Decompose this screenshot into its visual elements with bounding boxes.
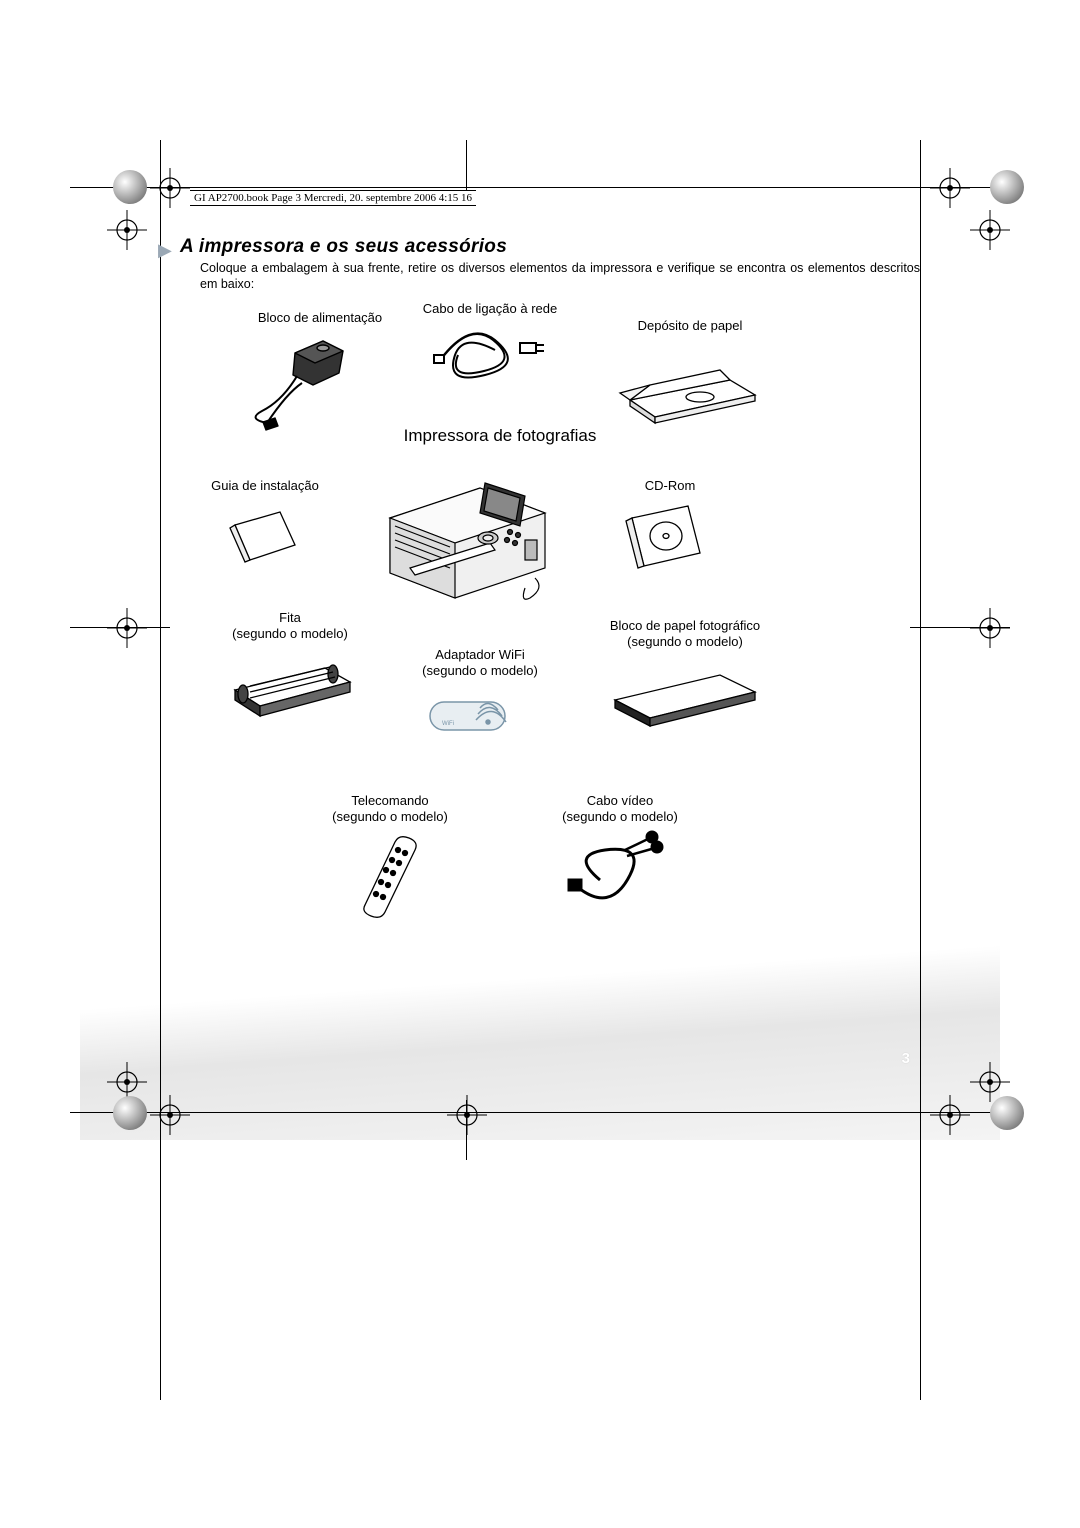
registration-mark-icon [150,1095,190,1135]
label-printer: Impressora de fotografias [370,425,630,446]
crop-line [920,140,921,1400]
cdrom-illustration [620,498,710,583]
label-paper-block-line2: (segundo o modelo) [627,634,743,649]
label-ribbon: Fita (segundo o modelo) [200,610,380,643]
label-guide: Guia de instalação [185,478,345,494]
registration-mark-icon [107,608,147,648]
registration-mark-icon [930,1095,970,1135]
wifi-illustration: WiFi [420,690,540,750]
label-wifi-line1: Adaptador WiFi [435,647,525,662]
guide-illustration [220,500,310,580]
label-video: Cabo vídeo (segundo o modelo) [520,793,720,826]
registration-mark-icon [107,210,147,250]
video-cable-illustration [555,830,675,915]
crop-line [160,140,161,1400]
label-power-block: Bloco de alimentação [240,310,400,326]
paper-block-illustration [600,660,770,745]
label-video-line2: (segundo o modelo) [562,809,678,824]
corner-sphere-icon [990,170,1024,204]
registration-mark-icon [930,168,970,208]
intro-text: Coloque a embalagem à sua frente, retire… [200,260,920,293]
power-block-illustration [235,328,365,443]
registration-mark-icon [447,1095,487,1135]
section-arrow-icon: ▶ [158,240,172,261]
label-paper-block: Bloco de papel fotográfico (segundo o mo… [575,618,795,651]
label-remote: Telecomando (segundo o modelo) [290,793,490,826]
corner-sphere-icon [990,1096,1024,1130]
label-paper-tray: Depósito de papel [600,318,780,334]
label-wifi-line2: (segundo o modelo) [422,663,538,678]
registration-mark-icon [150,168,190,208]
label-remote-line1: Telecomando [351,793,428,808]
ribbon-illustration [215,650,365,735]
corner-sphere-icon [113,1096,147,1130]
registration-mark-icon [970,210,1010,250]
page-number: 3 [902,1050,910,1067]
crop-line [70,1112,1010,1113]
registration-mark-icon [970,608,1010,648]
label-ribbon-line1: Fita [279,610,301,625]
crop-line [466,140,467,190]
printer-illustration [370,448,570,613]
label-cdrom: CD-Rom [600,478,740,494]
label-paper-block-line1: Bloco de papel fotográfico [610,618,760,633]
label-video-line1: Cabo vídeo [587,793,654,808]
remote-illustration [340,830,430,925]
footer-gradient [80,880,1000,1140]
crop-line [70,187,1010,188]
label-wifi: Adaptador WiFi (segundo o modelo) [390,647,570,680]
label-ribbon-line2: (segundo o modelo) [232,626,348,641]
svg-text:WiFi: WiFi [442,721,454,727]
power-cable-illustration [420,315,550,410]
section-title: A impressora e os seus acessórios [180,236,507,258]
label-remote-line2: (segundo o modelo) [332,809,448,824]
page-header: GI AP2700.book Page 3 Mercredi, 20. sept… [190,190,476,206]
corner-sphere-icon [113,170,147,204]
